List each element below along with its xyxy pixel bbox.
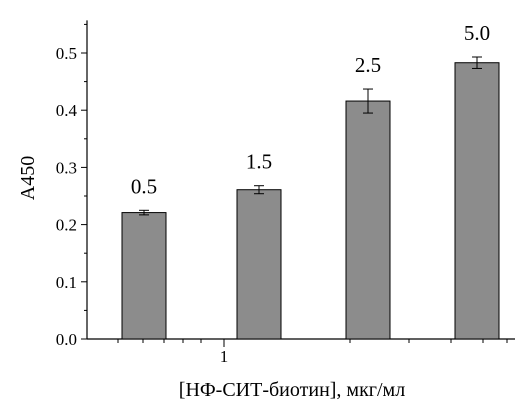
- data-label: 5.0: [464, 21, 490, 45]
- y-tick-label: 0.5: [56, 44, 77, 63]
- y-tick-label: 0.3: [56, 158, 77, 177]
- bar: [345, 100, 391, 340]
- data-label: 2.5: [355, 53, 381, 77]
- y-tick-label: 0.1: [56, 273, 77, 292]
- y-tick-label: 0.0: [56, 330, 77, 349]
- y-tick-label: 0.2: [56, 216, 77, 235]
- bars: [121, 56, 500, 340]
- x-tick-label: 1: [220, 347, 229, 366]
- y-tick-label: 0.4: [56, 101, 78, 120]
- data-label: 0.5: [131, 174, 157, 198]
- bar: [121, 212, 167, 340]
- data-label: 1.5: [246, 150, 272, 174]
- bar: [454, 62, 500, 340]
- labels: 0.5 1.5 2.5 5.0: [131, 21, 490, 198]
- x-axis-title: [НФ-СИТ-биотин], мкг/мл: [179, 379, 405, 401]
- bar: [236, 189, 282, 340]
- y-axis-title: A450: [17, 156, 39, 200]
